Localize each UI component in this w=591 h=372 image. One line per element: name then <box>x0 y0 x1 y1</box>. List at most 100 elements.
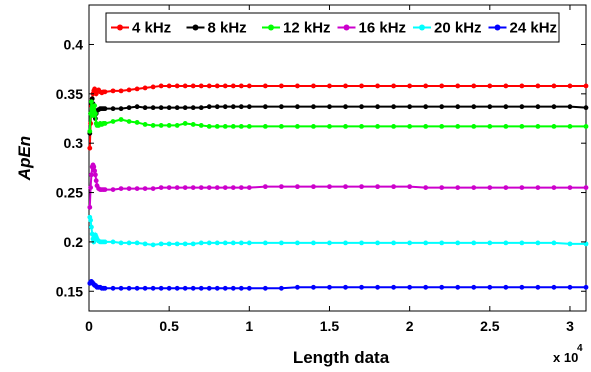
data-point <box>295 184 300 190</box>
data-point <box>311 104 316 110</box>
data-point <box>190 185 196 191</box>
x-tick-label: 1 <box>245 318 253 334</box>
data-point <box>92 168 98 174</box>
data-point <box>375 184 380 190</box>
data-point <box>311 240 316 246</box>
data-point <box>134 120 140 125</box>
data-point <box>214 124 220 129</box>
data-point <box>126 240 132 246</box>
data-point <box>583 105 589 111</box>
y-tick-label: 0.25 <box>56 185 83 201</box>
data-point <box>455 240 461 246</box>
data-point <box>567 124 573 129</box>
data-point <box>222 83 228 89</box>
data-point <box>343 124 348 129</box>
data-point <box>311 83 316 89</box>
data-point <box>359 284 364 290</box>
data-point <box>238 104 244 110</box>
data-point <box>487 185 493 191</box>
data-point <box>535 124 541 129</box>
data-point <box>198 240 204 246</box>
data-point <box>375 83 380 89</box>
data-point <box>214 185 220 191</box>
data-point <box>278 124 284 129</box>
data-point <box>471 185 477 191</box>
data-point <box>190 122 196 127</box>
y-tick-label: 0.3 <box>64 135 84 151</box>
data-point <box>87 204 93 210</box>
data-point <box>110 285 116 291</box>
y-tick-label: 0.4 <box>64 36 84 52</box>
y-axis-label: ApEn <box>15 136 34 181</box>
data-point <box>214 83 220 89</box>
data-point <box>375 104 380 110</box>
data-point <box>166 105 172 111</box>
data-point <box>567 241 573 247</box>
data-point <box>391 240 397 246</box>
x-tick-label: 0.5 <box>159 318 179 334</box>
series-20-khz <box>87 214 589 248</box>
legend-swatch-marker <box>117 24 123 31</box>
data-point <box>327 240 332 246</box>
x-tick-label: 2 <box>406 318 414 334</box>
x-axis-label: Length data <box>293 348 390 367</box>
data-point <box>246 285 252 291</box>
data-point <box>206 240 212 246</box>
data-point <box>487 240 493 246</box>
data-point <box>246 104 252 110</box>
data-point <box>311 124 316 129</box>
data-point <box>182 285 188 291</box>
data-point <box>567 104 573 110</box>
data-point <box>278 83 284 89</box>
data-point <box>343 104 348 110</box>
data-point <box>487 104 493 110</box>
legend-label: 16 kHz <box>359 20 407 37</box>
data-point <box>471 83 477 89</box>
data-point <box>487 124 493 129</box>
legend-swatch-marker <box>192 24 199 31</box>
data-point <box>174 285 180 291</box>
data-point <box>583 124 589 129</box>
data-point <box>423 83 429 89</box>
data-point <box>519 83 525 89</box>
data-point <box>198 185 204 191</box>
data-point <box>150 285 156 291</box>
plot-area-frame <box>88 4 587 312</box>
data-point <box>583 185 589 191</box>
data-point <box>551 83 557 89</box>
data-point <box>551 104 557 110</box>
data-point <box>455 185 461 191</box>
data-point <box>359 83 364 89</box>
data-point <box>182 241 188 247</box>
data-point <box>118 106 124 112</box>
data-point <box>174 241 180 247</box>
data-point <box>519 124 525 129</box>
data-point <box>471 104 477 110</box>
x-tick-label: 0 <box>85 318 93 334</box>
data-point <box>359 240 364 246</box>
data-point <box>89 99 94 105</box>
data-point <box>214 285 220 291</box>
data-point <box>134 186 140 192</box>
data-point <box>503 83 509 89</box>
data-point <box>295 104 300 110</box>
data-point <box>375 284 380 290</box>
data-point <box>487 83 493 89</box>
data-point <box>174 105 180 111</box>
data-point <box>551 240 557 246</box>
data-point <box>262 104 268 110</box>
data-point <box>327 104 332 110</box>
data-point <box>166 83 172 89</box>
data-point <box>126 285 132 291</box>
data-point <box>471 284 477 290</box>
data-point <box>551 124 557 129</box>
data-point <box>471 124 477 129</box>
data-point <box>198 83 204 89</box>
data-point <box>92 103 98 109</box>
data-point <box>206 185 212 191</box>
data-point <box>391 284 397 290</box>
data-point <box>295 124 300 129</box>
data-point <box>423 185 429 191</box>
data-point <box>391 124 397 129</box>
data-point <box>238 240 244 246</box>
